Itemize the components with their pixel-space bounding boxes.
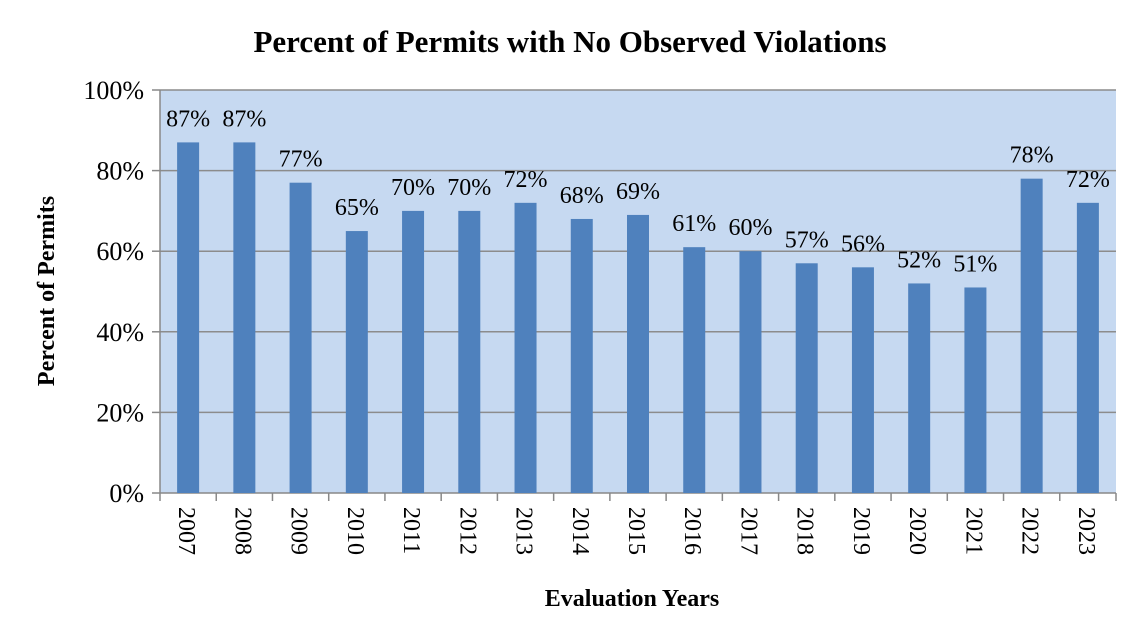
bar-2021 <box>964 287 987 493</box>
bar-2022 <box>1020 178 1043 493</box>
y-axis-label: Percent of Permits <box>34 196 60 386</box>
bar-2018 <box>795 263 818 493</box>
x-tick-label: 2020 <box>904 507 930 555</box>
bar-2011 <box>402 210 425 493</box>
data-label: 65% <box>335 195 379 221</box>
x-tick-label: 2008 <box>229 507 255 555</box>
data-label: 60% <box>728 215 772 241</box>
bar-2020 <box>908 283 931 493</box>
bar-2019 <box>851 267 874 493</box>
bar-2010 <box>345 231 368 494</box>
plot-area: 0% 20% 40% 60% 80% 100% 87% 2007 87% 2008 77% 2009 6… <box>83 76 1117 555</box>
y-tick-label: 0% <box>109 479 144 508</box>
y-tick-label: 60% <box>96 237 144 266</box>
y-tick-label: 100% <box>83 76 144 105</box>
data-label: 56% <box>841 231 885 257</box>
chart-title: Percent of Permits with No Observed Viol… <box>253 24 886 59</box>
data-label: 68% <box>560 183 604 209</box>
data-label: 87% <box>222 106 266 132</box>
x-tick-label: 2014 <box>567 507 593 555</box>
y-tick-label: 20% <box>96 398 144 427</box>
x-tick-label: 2011 <box>398 507 424 554</box>
bar-2009 <box>289 182 312 493</box>
bar-2012 <box>458 210 481 493</box>
data-label: 72% <box>504 167 548 193</box>
bar-2008 <box>233 142 256 493</box>
bar-2015 <box>627 214 649 493</box>
data-label: 57% <box>785 227 829 253</box>
x-tick-label: 2019 <box>848 507 874 555</box>
x-tick-label: 2017 <box>735 507 761 555</box>
data-label: 87% <box>166 106 210 132</box>
data-label: 77% <box>279 147 323 173</box>
bar-2007 <box>177 142 200 493</box>
data-label: 51% <box>953 251 997 277</box>
data-label: 72% <box>1066 167 1110 193</box>
x-tick-label: 2022 <box>1017 507 1043 555</box>
x-tick-label: 2021 <box>960 507 986 555</box>
x-tick-label: 2015 <box>623 507 649 555</box>
data-label: 70% <box>447 175 491 201</box>
data-label: 69% <box>616 179 660 205</box>
bar-2016 <box>683 247 706 493</box>
y-tick-label: 80% <box>96 157 144 186</box>
x-tick-label: 2013 <box>511 507 537 555</box>
data-label: 70% <box>391 175 435 201</box>
bar-2023 <box>1076 202 1099 493</box>
bar-2014 <box>570 218 593 493</box>
bar-2017 <box>739 251 762 493</box>
y-tick-label: 40% <box>96 318 144 347</box>
x-tick-label: 2012 <box>454 507 480 555</box>
x-tick-label: 2009 <box>286 507 312 555</box>
x-tick-label: 2010 <box>342 507 368 555</box>
data-label: 52% <box>897 247 941 273</box>
data-label: 61% <box>672 211 716 237</box>
bar-2013 <box>514 202 537 493</box>
x-tick-label: 2016 <box>679 507 705 555</box>
x-axis-label: Evaluation Years <box>545 586 719 612</box>
x-tick-label: 2007 <box>173 507 199 555</box>
data-label: 78% <box>1010 143 1054 169</box>
x-tick-label: 2018 <box>792 507 818 555</box>
x-tick-label: 2023 <box>1073 507 1099 555</box>
